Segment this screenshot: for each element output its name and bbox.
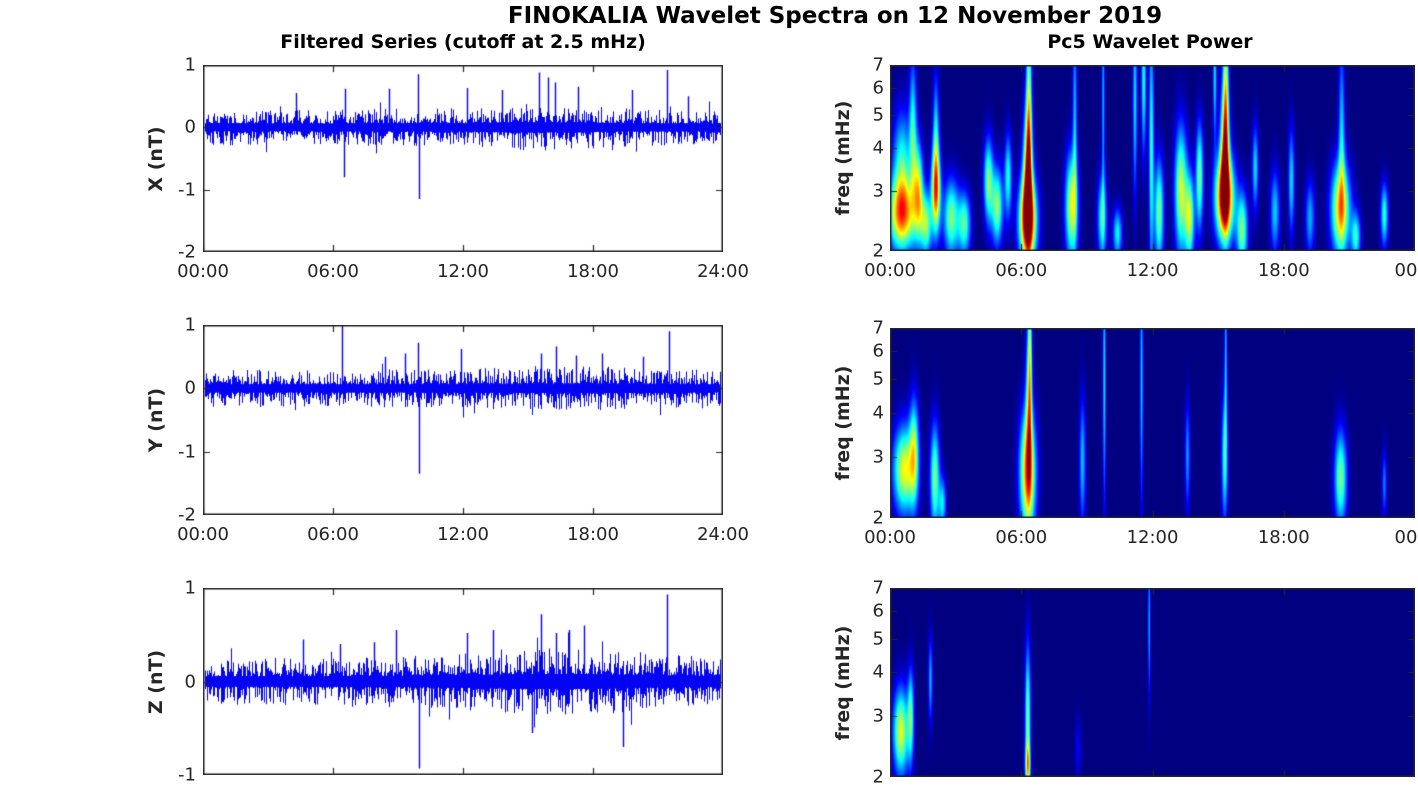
x-tick-label-c0: 06:00 (307, 261, 359, 282)
y-tick-label-c3: 7 (872, 54, 884, 76)
y-tick-label-c3: 5 (872, 104, 884, 126)
y-tick-label-c0: 0 (184, 116, 196, 138)
x-series-plot (203, 65, 723, 252)
y-tick-label-c4: 2 (872, 507, 884, 529)
x-tick-label-c0: 24:00 (697, 261, 749, 282)
x-tick-label-c3: 18:00 (1257, 260, 1310, 281)
y-tick-label-c4: 4 (872, 402, 884, 424)
x-tick-label-c0: 12:00 (437, 261, 489, 282)
x-tick-label-c3: 06:00 (995, 260, 1048, 281)
y-tick-label-c1: 1 (184, 314, 196, 336)
x-tick-label-c1: 12:00 (437, 524, 489, 545)
y-tick-label-c3: 6 (872, 77, 884, 99)
y-tick-label-c4: 5 (872, 368, 884, 390)
x-tick-label-c4: 18:00 (1257, 527, 1310, 548)
x-tick-label-c1: 18:00 (567, 524, 619, 545)
x-tick-label-c3: 12:00 (1126, 260, 1179, 281)
y-tick-label-c2: 0 (184, 671, 196, 692)
y-tick-label-c4: 6 (872, 340, 884, 362)
y-tick-label-c5: 3 (872, 705, 884, 727)
z-wavelet-spectrogram (890, 588, 1415, 777)
x-tick-label-c4: 12:00 (1126, 527, 1179, 548)
y-tick-label-c5: 7 (872, 577, 884, 599)
x-tick-label-c3: 00:00 (864, 260, 916, 281)
y-tick-label-c0: 1 (184, 54, 196, 76)
y-series-plot (203, 325, 723, 515)
y-tick-label-c5: 5 (872, 628, 884, 650)
y-tick-label-c1: -1 (178, 441, 196, 463)
y-tick-label-c3: 2 (872, 240, 884, 262)
x-tick-label-c4: 00:00 (864, 527, 916, 548)
figure-title: FINOKALIA Wavelet Spectra on 12 November… (507, 3, 1163, 29)
x-tick-label-c1: 00:00 (177, 524, 229, 545)
y-tick-label-c5: 6 (872, 600, 884, 622)
x-tick-label-c4: 00 (1394, 527, 1418, 548)
right-column-title: Pc5 Wavelet Power (1047, 31, 1253, 53)
x-tick-label-c1: 06:00 (307, 524, 359, 545)
y-tick-label-c5: 4 (872, 661, 884, 683)
y-tick-label-c3: 4 (872, 137, 884, 159)
y-tick-label-c4: 7 (872, 317, 884, 339)
x-tick-label-c0: 18:00 (567, 261, 619, 282)
y-tick-label-c0: -2 (178, 241, 196, 263)
y-tick-label-c0: -1 (178, 179, 196, 201)
x-wavelet-spectrogram (890, 65, 1415, 251)
y-tick-label-c4: 3 (872, 446, 884, 467)
left-column-title: Filtered Series (cutoff at 2.5 mHz) (280, 31, 646, 53)
y-tick-label-c2: -1 (178, 764, 196, 786)
y-wavelet-spectrogram (890, 328, 1415, 518)
y-tick-label-c5: 2 (872, 766, 884, 788)
z-series-plot (203, 588, 723, 775)
x-tick-label-c4: 06:00 (995, 527, 1048, 548)
y-tick-label-c1: 0 (184, 377, 196, 399)
x-tick-label-c0: 00:00 (177, 261, 229, 282)
y-tick-label-c2: 1 (184, 577, 196, 599)
x-tick-label-c3: 00 (1394, 260, 1418, 281)
x-tick-label-c1: 24:00 (697, 524, 749, 545)
y-tick-label-c1: -2 (178, 504, 196, 526)
y-tick-label-c3: 3 (872, 180, 884, 202)
